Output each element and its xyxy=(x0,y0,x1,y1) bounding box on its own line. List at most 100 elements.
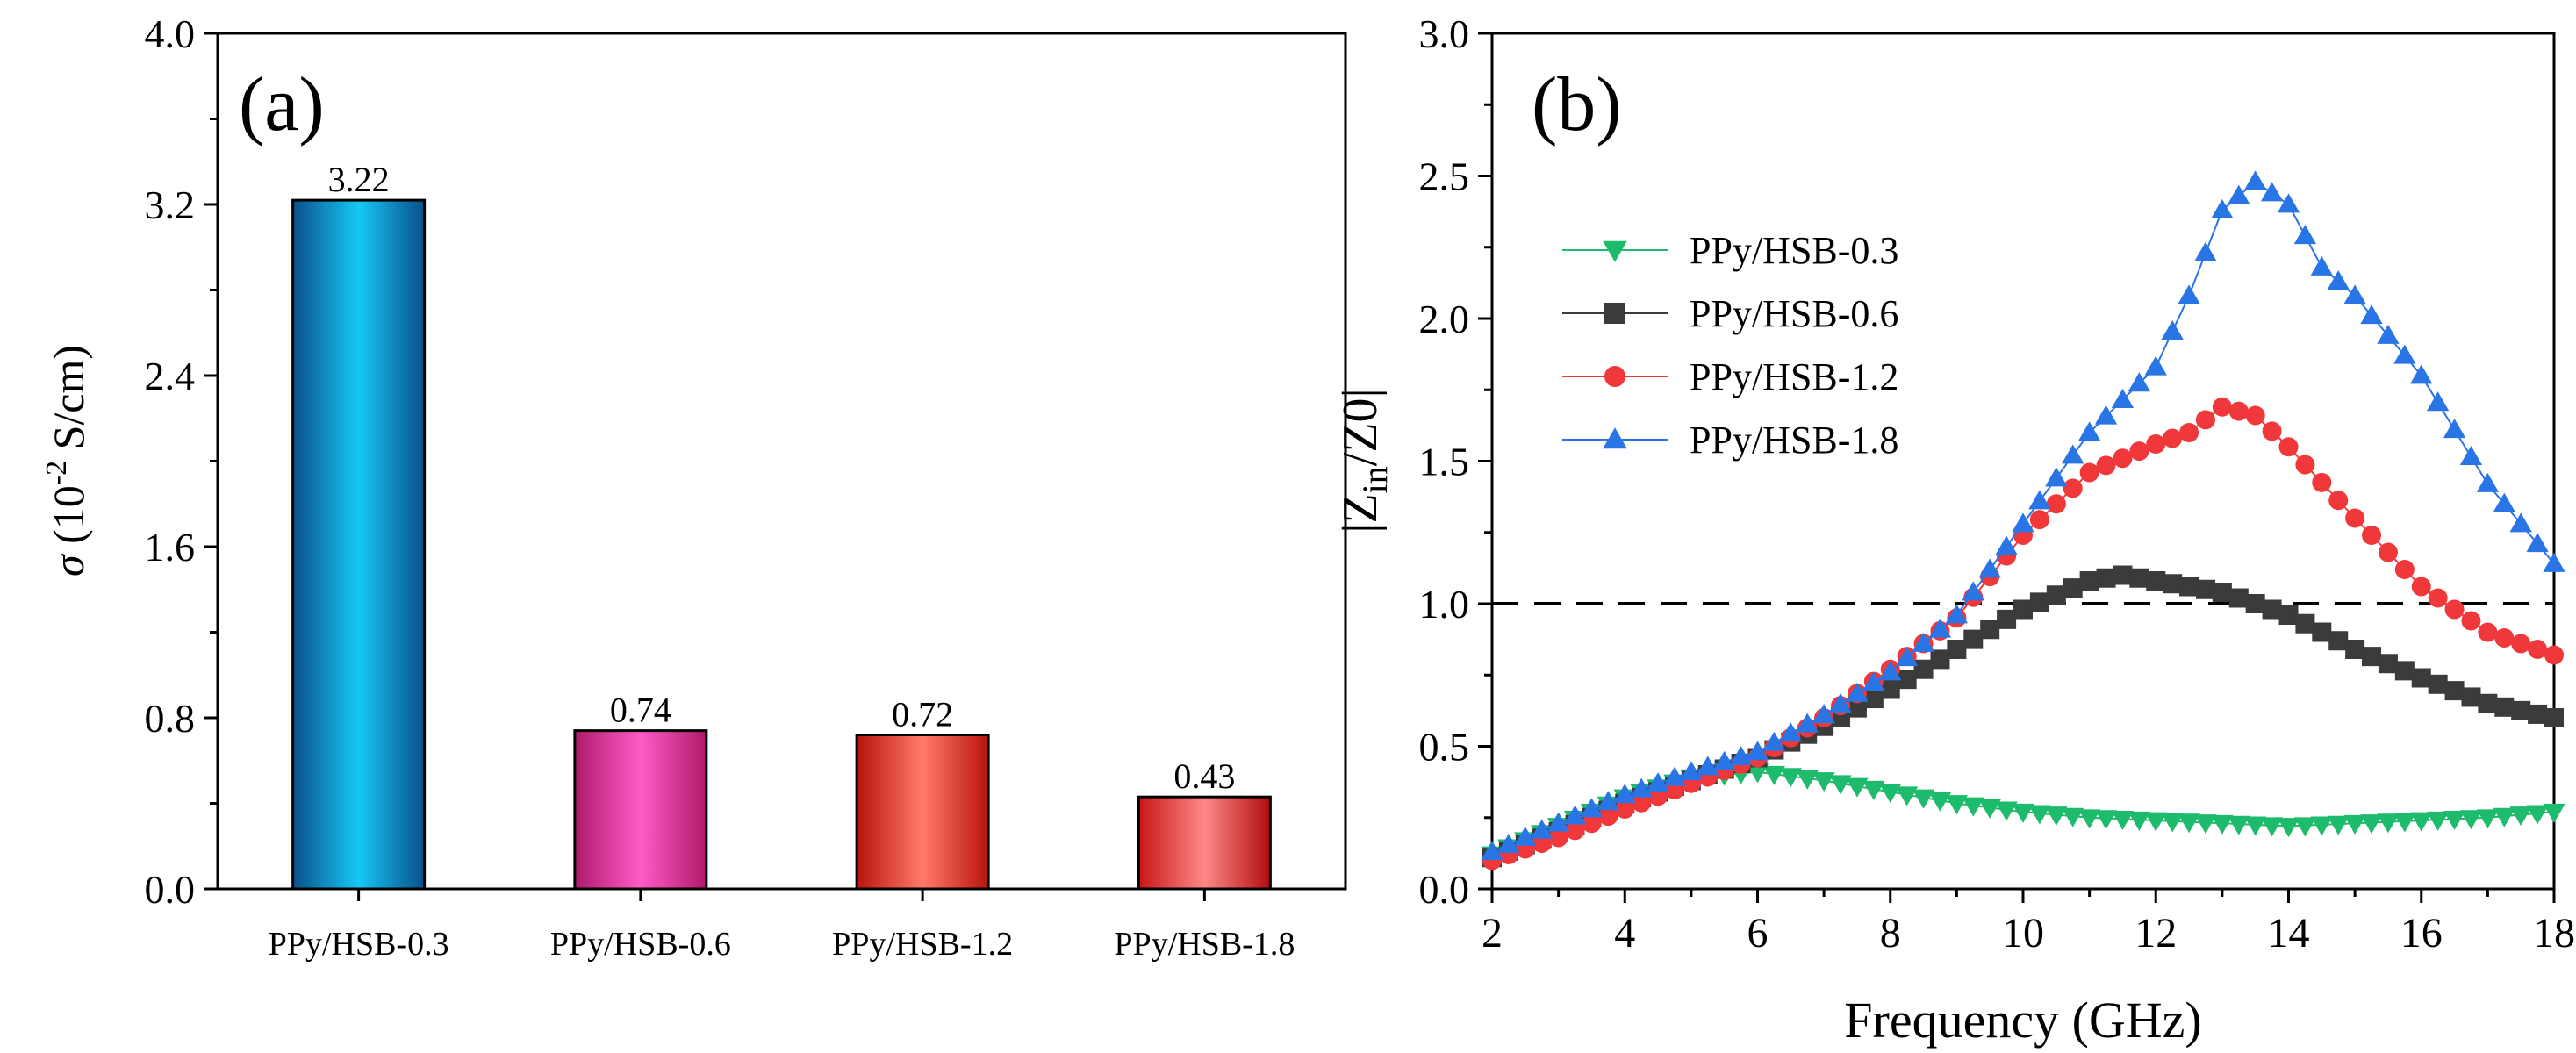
legend-label: PPy/HSB-1.2 xyxy=(1690,355,1898,398)
data-point-marker xyxy=(2079,571,2099,591)
y-tick-label: 0.0 xyxy=(1419,867,1470,912)
y-tick-label: 2.0 xyxy=(1419,297,1470,341)
data-point-marker xyxy=(2012,512,2034,533)
data-point-marker xyxy=(1604,303,1625,324)
y-tick-label: 0.8 xyxy=(145,696,196,741)
data-point-marker xyxy=(2211,198,2234,218)
bar-chart-panel: 0.0 0.8 1.6 2.4 3.2 4.0 3.22 PPy/HSB-0.3 0.74 PP… xyxy=(40,11,1347,963)
line-chart-legend: PPy/HSB-0.3 PPy/HSB-0.6 PPy/HSB-1.2 PPy/HSB… xyxy=(1562,229,1898,462)
data-point-marker xyxy=(2293,225,2317,245)
data-point-marker xyxy=(2262,421,2282,441)
x-category-label: PPy/HSB-0.3 xyxy=(269,926,449,963)
y-tick-label: 1.0 xyxy=(1419,582,1470,627)
data-point-marker xyxy=(1729,746,1753,766)
data-point-marker xyxy=(1928,792,1952,812)
data-point-marker xyxy=(1995,535,2018,555)
data-point-marker xyxy=(2511,700,2531,720)
data-point-marker xyxy=(2212,583,2232,602)
data-point-marker xyxy=(2427,391,2450,412)
data-point-marker xyxy=(1597,791,1619,811)
x-tick-label: 14 xyxy=(2268,910,2310,956)
data-point-marker xyxy=(1980,620,2000,640)
series-PPy/HSB-0.3 xyxy=(1481,763,2565,866)
data-point-marker xyxy=(2212,397,2232,417)
legend-label: PPy/HSB-0.6 xyxy=(1690,292,1898,335)
y-tick-label: 1.6 xyxy=(145,525,196,569)
x-category-label: PPy/HSB-1.8 xyxy=(1114,926,1295,963)
data-point-marker xyxy=(2443,419,2466,439)
data-point-marker xyxy=(1762,731,1786,751)
data-point-marker xyxy=(1796,770,1819,790)
data-point-marker xyxy=(1663,766,1686,786)
data-point-marker xyxy=(2194,241,2217,261)
data-point-marker xyxy=(1846,777,1869,798)
x-category-label: PPy/HSB-0.6 xyxy=(550,926,731,963)
data-point-marker xyxy=(2029,510,2049,530)
data-point-marker xyxy=(2278,437,2299,457)
data-point-marker xyxy=(2062,444,2084,464)
data-point-marker xyxy=(2526,805,2549,825)
data-point-marker xyxy=(1912,789,1935,809)
y-tick-label: 3.0 xyxy=(1419,11,1470,56)
bar xyxy=(855,734,990,891)
data-point-marker xyxy=(2360,814,2383,835)
data-point-marker xyxy=(1862,780,1885,800)
data-point-marker xyxy=(2509,806,2532,827)
data-point-marker xyxy=(1962,581,1984,601)
data-point-marker xyxy=(2260,182,2284,202)
data-point-marker xyxy=(1930,649,1950,670)
data-point-marker xyxy=(1997,609,2017,629)
data-point-marker xyxy=(2544,708,2564,727)
data-point-marker xyxy=(2528,704,2548,724)
data-point-marker xyxy=(2327,270,2350,290)
data-point-marker xyxy=(2393,344,2416,364)
data-point-marker xyxy=(2393,813,2416,833)
data-point-marker xyxy=(2163,428,2183,448)
data-point-marker xyxy=(1879,661,1902,681)
bar-chart-bars xyxy=(291,198,1272,891)
data-point-marker xyxy=(1680,761,1703,781)
data-point-marker xyxy=(1978,558,2001,578)
data-point-marker xyxy=(1812,704,1835,724)
data-point-marker xyxy=(2278,605,2299,625)
data-point-marker xyxy=(2377,813,2400,834)
data-point-marker xyxy=(1762,765,1786,785)
x-tick-label: 2 xyxy=(1482,910,1503,956)
x-tick-label: 16 xyxy=(2400,910,2443,956)
legend-label: PPy/HSB-0.3 xyxy=(1690,229,1898,272)
data-point-marker xyxy=(1779,722,1802,742)
data-point-marker xyxy=(1632,792,1652,813)
data-point-marker xyxy=(2129,441,2149,462)
data-point-marker xyxy=(2163,574,2183,594)
data-point-marker xyxy=(1862,671,1885,691)
data-point-marker xyxy=(2526,533,2549,553)
data-point-marker xyxy=(2362,526,2382,545)
data-point-marker xyxy=(2144,355,2167,376)
data-point-marker xyxy=(2410,364,2433,384)
data-point-marker xyxy=(1846,682,1869,702)
x-tick-label: 4 xyxy=(1614,910,1635,956)
data-point-marker xyxy=(2029,592,2049,612)
data-point-marker xyxy=(2478,693,2498,713)
data-point-marker xyxy=(2045,467,2068,487)
data-point-marker xyxy=(2028,805,2051,825)
data-point-marker xyxy=(2411,577,2431,597)
data-point-marker xyxy=(1880,679,1900,699)
data-point-marker xyxy=(2094,810,2118,830)
data-point-marker xyxy=(2161,813,2184,833)
data-point-marker xyxy=(1565,820,1585,841)
data-point-marker xyxy=(2111,811,2135,831)
data-point-marker xyxy=(2494,628,2515,648)
data-point-marker xyxy=(1481,841,1503,861)
data-point-marker xyxy=(2079,462,2099,483)
data-point-marker xyxy=(2244,816,2267,836)
data-point-marker xyxy=(2343,284,2366,304)
data-point-marker xyxy=(2327,815,2350,835)
data-point-marker xyxy=(2161,319,2184,340)
bar-value-label: 0.74 xyxy=(610,691,671,730)
data-point-marker xyxy=(2077,421,2101,441)
y-tick-label: 1.5 xyxy=(1419,440,1470,484)
data-point-marker xyxy=(2328,631,2349,651)
data-point-marker xyxy=(2459,810,2483,830)
